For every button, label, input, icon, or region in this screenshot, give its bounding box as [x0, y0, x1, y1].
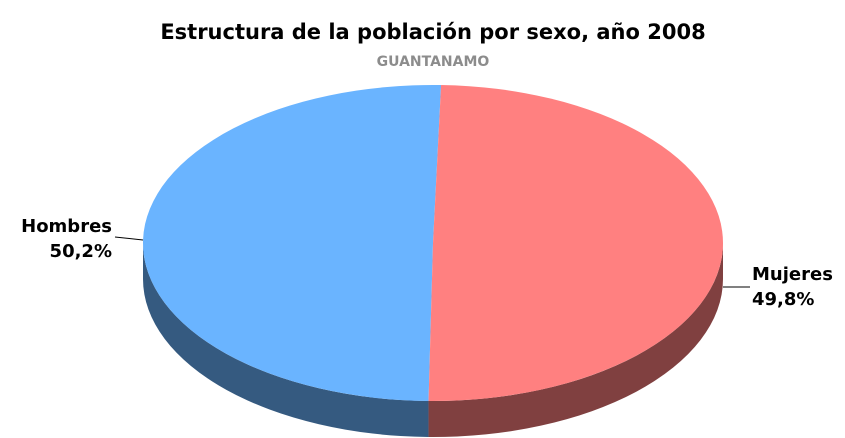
slice-side: [143, 243, 429, 437]
chart-title: Estructura de la población por sexo, año…: [160, 20, 705, 44]
data-label-value: 49,8%: [752, 289, 814, 310]
data-label-name: Hombres: [21, 216, 112, 237]
slice-side: [428, 243, 723, 437]
leader-line: [114, 236, 144, 241]
chart-subtitle: GUANTANAMO: [377, 54, 490, 70]
data-label-value: 50,2%: [50, 241, 112, 262]
slice: [143, 85, 442, 401]
data-label-name: Mujeres: [752, 264, 833, 285]
slice: [428, 85, 724, 402]
